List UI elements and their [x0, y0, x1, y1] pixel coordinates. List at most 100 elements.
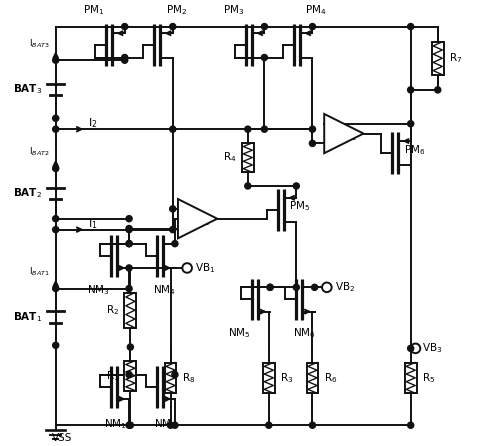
Text: NM$_4$: NM$_4$: [154, 283, 176, 297]
Circle shape: [52, 115, 59, 121]
Circle shape: [170, 24, 176, 29]
Circle shape: [52, 57, 59, 63]
Circle shape: [312, 284, 318, 290]
Text: R$_3$: R$_3$: [280, 371, 293, 385]
Circle shape: [172, 422, 178, 428]
Circle shape: [408, 121, 414, 127]
Circle shape: [170, 227, 176, 233]
Circle shape: [126, 226, 132, 231]
Bar: [306, 363, 318, 393]
Circle shape: [52, 165, 59, 172]
Text: BAT$_1$: BAT$_1$: [12, 310, 42, 324]
Text: PM$_4$: PM$_4$: [306, 3, 327, 17]
Circle shape: [408, 24, 414, 29]
Circle shape: [310, 24, 316, 29]
Circle shape: [434, 87, 441, 93]
Text: NM$_6$: NM$_6$: [293, 326, 316, 340]
Text: PM$_1$: PM$_1$: [84, 3, 105, 17]
Text: BAT$_2$: BAT$_2$: [13, 187, 42, 201]
Circle shape: [122, 57, 128, 63]
Circle shape: [126, 215, 132, 222]
Text: R$_8$: R$_8$: [182, 371, 196, 385]
Text: NM$_5$: NM$_5$: [228, 326, 251, 340]
Circle shape: [122, 54, 128, 61]
Circle shape: [408, 87, 414, 93]
Circle shape: [52, 126, 59, 132]
Circle shape: [266, 422, 272, 428]
Circle shape: [182, 263, 192, 273]
Text: PM$_6$: PM$_6$: [404, 143, 425, 157]
Circle shape: [126, 240, 132, 247]
Circle shape: [310, 422, 316, 428]
Bar: [405, 363, 416, 393]
Text: $+$: $+$: [182, 222, 194, 235]
Text: VB$_1$: VB$_1$: [195, 261, 216, 275]
Text: R$_6$: R$_6$: [324, 371, 338, 385]
Circle shape: [126, 265, 132, 271]
Circle shape: [245, 183, 251, 189]
Circle shape: [293, 284, 300, 290]
Text: I$_1$: I$_1$: [88, 217, 98, 231]
Text: R$_7$: R$_7$: [450, 51, 462, 65]
Text: $+$: $+$: [328, 137, 340, 150]
Text: $-$: $-$: [182, 202, 194, 215]
Circle shape: [170, 206, 176, 212]
Circle shape: [52, 285, 59, 292]
Text: OP$_1$: OP$_1$: [192, 215, 210, 228]
Bar: [124, 361, 136, 391]
Circle shape: [126, 240, 132, 247]
Circle shape: [126, 422, 132, 428]
Circle shape: [126, 372, 132, 378]
Circle shape: [267, 284, 273, 290]
Circle shape: [172, 240, 178, 247]
Circle shape: [410, 343, 420, 353]
Circle shape: [310, 140, 316, 146]
Text: I$_{BAT1}$: I$_{BAT1}$: [30, 266, 50, 278]
Text: VB$_2$: VB$_2$: [334, 281, 355, 294]
Circle shape: [408, 345, 414, 351]
Circle shape: [52, 215, 59, 222]
Circle shape: [172, 372, 178, 378]
Circle shape: [168, 422, 173, 428]
Circle shape: [262, 54, 268, 61]
Circle shape: [122, 24, 128, 29]
Circle shape: [245, 126, 251, 132]
Text: NM$_2$: NM$_2$: [154, 417, 176, 431]
Circle shape: [408, 422, 414, 428]
Polygon shape: [178, 199, 218, 238]
Text: VB$_3$: VB$_3$: [422, 342, 443, 355]
Text: PM$_2$: PM$_2$: [166, 3, 187, 17]
Bar: [263, 363, 274, 393]
Text: I$_2$: I$_2$: [88, 116, 98, 130]
Circle shape: [170, 126, 176, 132]
Circle shape: [126, 227, 132, 233]
Circle shape: [293, 183, 300, 189]
Text: NM$_3$: NM$_3$: [87, 283, 110, 297]
Text: PM$_3$: PM$_3$: [223, 3, 244, 17]
Text: BAT$_3$: BAT$_3$: [12, 83, 42, 96]
Text: R$_2$: R$_2$: [106, 303, 119, 317]
Circle shape: [267, 284, 273, 290]
Circle shape: [322, 282, 332, 292]
Text: PM$_5$: PM$_5$: [290, 199, 310, 213]
Circle shape: [310, 126, 316, 132]
Circle shape: [52, 227, 59, 233]
Text: NM$_1$: NM$_1$: [104, 417, 127, 431]
Circle shape: [52, 342, 59, 348]
Circle shape: [128, 422, 134, 428]
Circle shape: [126, 285, 132, 292]
Polygon shape: [324, 114, 364, 153]
Bar: [242, 143, 254, 172]
Bar: [164, 363, 176, 393]
Bar: [124, 293, 136, 328]
Text: R$_5$: R$_5$: [422, 371, 436, 385]
Text: R$_4$: R$_4$: [222, 151, 236, 165]
Circle shape: [262, 24, 268, 29]
Text: VSS: VSS: [52, 433, 72, 443]
Circle shape: [262, 126, 268, 132]
Text: OP$_2$: OP$_2$: [338, 129, 357, 143]
Bar: [432, 42, 444, 74]
Text: I$_{BAT2}$: I$_{BAT2}$: [30, 146, 50, 158]
Text: I$_{BAT3}$: I$_{BAT3}$: [30, 37, 50, 50]
Text: R$_1$: R$_1$: [106, 369, 119, 383]
